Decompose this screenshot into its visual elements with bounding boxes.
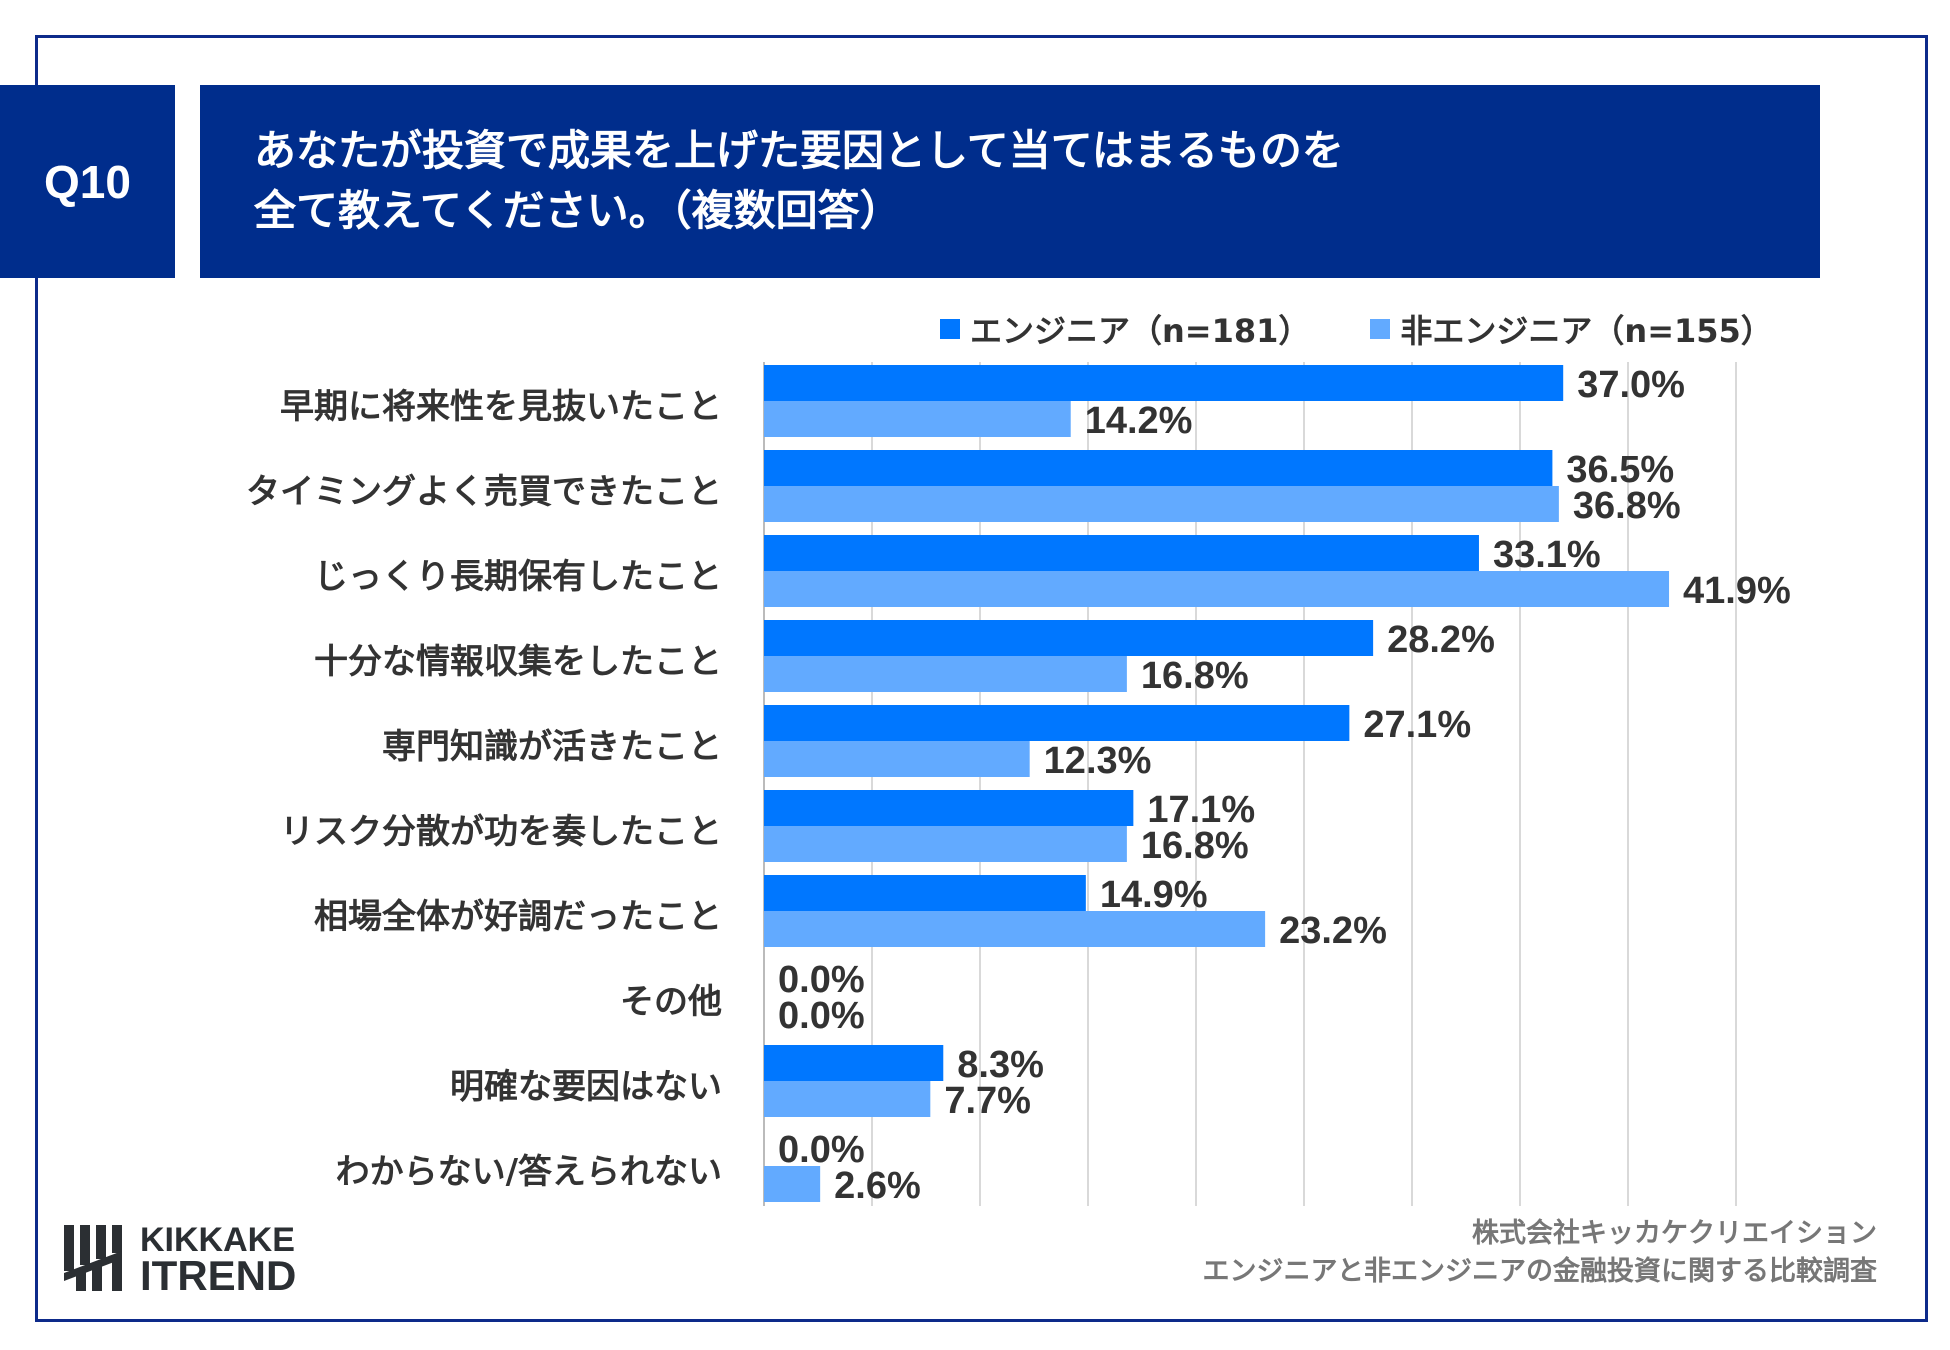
category-label: 専門知識が活きたこと: [382, 727, 722, 767]
data-label: 23.2%: [1279, 910, 1387, 952]
data-label: 36.8%: [1573, 485, 1681, 527]
data-label: 7.7%: [944, 1080, 1031, 1122]
bar-non-engineer: [764, 1166, 821, 1202]
data-label: 0.0%: [778, 995, 865, 1037]
legend-item-non-engineer: 非エンジニア（n=155）: [1370, 306, 1773, 352]
logo-text-2: ITREND: [140, 1252, 297, 1299]
question-title: あなたが投資で成果を上げた要因として当てはまるものを 全て教えてください。（複数…: [200, 85, 1820, 278]
category-label: タイミングよく売買できたこと: [246, 472, 722, 512]
category-label: リスク分散が功を奏したこと: [280, 812, 722, 852]
category-label: 十分な情報収集をしたこと: [314, 642, 722, 682]
bar-engineer: [764, 1045, 944, 1081]
footer-company: 株式会社キッカケクリエイション: [1472, 1218, 1877, 1249]
bar-non-engineer: [764, 741, 1030, 777]
kikkake-itrend-logo: KIKKAKE ITREND: [62, 1221, 297, 1299]
title-line-2: 全て教えてください。（複数回答）: [254, 186, 902, 235]
data-label: 16.8%: [1141, 655, 1249, 697]
category-label: わからない/答えられない: [335, 1152, 722, 1192]
chart-frame: [35, 35, 1928, 1322]
bar-engineer: [764, 875, 1086, 911]
bar-engineer: [764, 365, 1564, 401]
question-number: Q10: [0, 85, 175, 278]
category-label: 相場全体が好調だったこと: [314, 897, 722, 937]
bar-non-engineer: [764, 401, 1071, 437]
bar-non-engineer: [764, 1081, 931, 1117]
title-line-1: あなたが投資で成果を上げた要因として当てはまるものを: [254, 126, 1344, 175]
footer-survey: エンジニアと非エンジニアの金融投資に関する比較調査: [1202, 1256, 1877, 1287]
bar-engineer: [764, 535, 1479, 571]
category-label: 明確な要因はない: [450, 1067, 722, 1107]
data-label: 16.8%: [1141, 825, 1249, 867]
data-label: 27.1%: [1363, 704, 1471, 746]
bar-non-engineer: [764, 486, 1559, 522]
data-label: 17.1%: [1147, 789, 1255, 831]
data-label: 8.3%: [957, 1044, 1044, 1086]
data-label: 2.6%: [834, 1165, 921, 1207]
data-label: 41.9%: [1683, 570, 1791, 612]
bar-non-engineer: [764, 656, 1127, 692]
data-label: 37.0%: [1577, 364, 1685, 406]
footer-credit: 株式会社キッカケクリエイション エンジニアと非エンジニアの金融投資に関する比較調…: [1203, 1215, 1877, 1291]
legend-label: エンジニア（n=181）: [970, 312, 1311, 350]
legend-swatch: [940, 319, 960, 339]
legend-swatch: [1370, 319, 1391, 339]
bar-non-engineer: [764, 571, 1670, 607]
data-label: 0.0%: [778, 959, 865, 1001]
bar-engineer: [764, 790, 1134, 826]
category-label: その他: [620, 982, 722, 1022]
data-label: 14.2%: [1085, 400, 1193, 442]
logo-mark-icon: [64, 1225, 122, 1291]
logo-text-1: KIKKAKE: [140, 1221, 295, 1259]
bar-engineer: [764, 620, 1374, 656]
legend-item-engineer: エンジニア（n=181）: [940, 306, 1310, 352]
bar-engineer: [764, 450, 1553, 486]
category-label: 早期に将来性を見抜いたこと: [280, 387, 722, 427]
legend-label: 非エンジニア（n=155）: [1400, 312, 1773, 350]
data-label: 12.3%: [1044, 740, 1152, 782]
bar-non-engineer: [764, 911, 1266, 947]
data-label: 33.1%: [1493, 534, 1601, 576]
data-label: 36.5%: [1566, 449, 1674, 491]
bar-engineer: [764, 705, 1350, 741]
data-label: 28.2%: [1387, 619, 1495, 661]
category-label: じっくり長期保有したこと: [314, 557, 722, 597]
data-label: 0.0%: [778, 1129, 865, 1171]
bar-non-engineer: [764, 826, 1127, 862]
data-label: 14.9%: [1100, 874, 1208, 916]
legend: エンジニア（n=181） 非エンジニア（n=155）: [940, 306, 1773, 352]
